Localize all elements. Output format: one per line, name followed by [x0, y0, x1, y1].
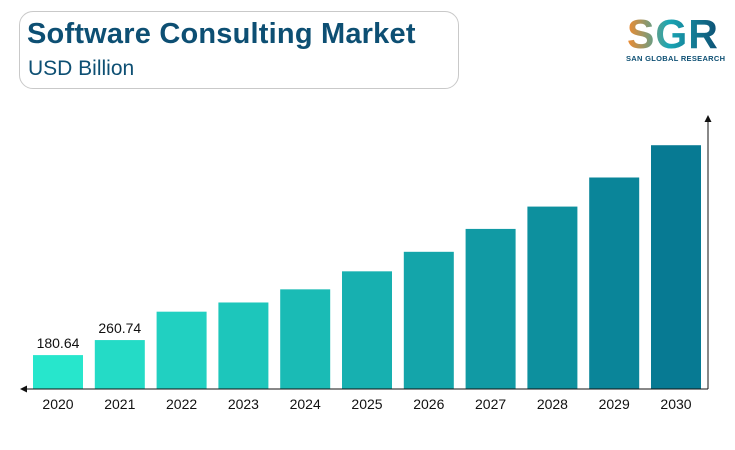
x-tick-label: 2028: [537, 396, 568, 412]
x-tick-label: 2030: [660, 396, 691, 412]
logo-mark-icon: SGR: [627, 11, 719, 53]
chart-title: Software Consulting Market: [27, 18, 416, 50]
x-tick-label: 2029: [599, 396, 630, 412]
bar-2022: [156, 311, 207, 389]
data-label: 260.74: [98, 320, 141, 336]
x-tick-label: 2022: [166, 396, 197, 412]
sgr-logo: SGR SAN GLOBAL RESEARCH: [626, 11, 726, 67]
bar-2027: [465, 228, 516, 389]
bar-2026: [403, 251, 454, 389]
x-tick-label: 2024: [290, 396, 321, 412]
chart-subtitle: USD Billion: [28, 57, 135, 80]
x-tick-label: 2020: [42, 396, 73, 412]
x-tick-label: 2023: [228, 396, 259, 412]
bar-2021: [94, 340, 145, 389]
bar-2020: [33, 355, 83, 389]
title-box: Software Consulting Market USD Billion: [19, 11, 459, 89]
bar-2030: [651, 145, 701, 389]
x-tick-label: 2027: [475, 396, 506, 412]
logo-text: SAN GLOBAL RESEARCH: [626, 54, 726, 63]
x-tick-label: 2025: [351, 396, 382, 412]
x-tick-label: 2026: [413, 396, 444, 412]
bar-2023: [218, 302, 269, 389]
bar-2024: [280, 289, 331, 389]
y-axis-arrow-icon: [704, 115, 712, 122]
svg-text:SGR: SGR: [627, 11, 719, 53]
bar-2025: [342, 271, 392, 389]
data-label: 180.64: [37, 335, 80, 351]
bar-2029: [589, 177, 640, 389]
x-axis-arrow-icon: [20, 385, 27, 393]
x-tick-label: 2021: [104, 396, 135, 412]
bar-2028: [527, 206, 578, 389]
